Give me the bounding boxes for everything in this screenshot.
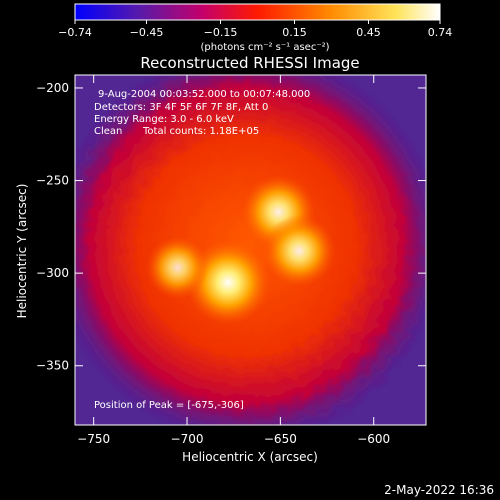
colorbar-tick-label: 0.15 xyxy=(282,26,307,39)
heatmap-layer xyxy=(75,75,426,425)
source-2 xyxy=(263,214,336,287)
y-tick-label: −300 xyxy=(36,266,69,280)
x-tick-label: −650 xyxy=(264,432,297,446)
y-tick-label: −200 xyxy=(36,81,69,95)
colorbar-tick-label: −0.74 xyxy=(58,26,92,39)
annotation-time: 9-Aug-2004 00:03:52.000 to 00:07:48.000 xyxy=(98,89,310,100)
chart-title: Reconstructed RHESSI Image xyxy=(140,54,359,72)
plot-frame xyxy=(74,74,427,426)
colorbar-ticks: −0.74 −0.45 −0.15 0.15 0.45 0.74 xyxy=(58,20,452,39)
annotation-energy: Energy Range: 3.0 - 6.0 keV xyxy=(94,114,234,125)
x-tick-label: −700 xyxy=(171,432,204,446)
y-axis-label: Heliocentric Y (arcsec) xyxy=(15,184,29,319)
axis-ticks: −750 −700 −650 −600 −200 −250 −300 −350 xyxy=(36,75,426,446)
annotation-detectors: Detectors: 3F 4F 5F 6F 7F 8F, Att 0 xyxy=(94,102,268,113)
colorbar-tick-label: −0.45 xyxy=(130,26,164,39)
annotation-method: Clean xyxy=(94,126,122,137)
sources-layer xyxy=(146,175,336,325)
annotation-peak: Position of Peak = [-675,-306] xyxy=(94,400,244,411)
colorbar-tick-label: 0.45 xyxy=(356,26,381,39)
x-tick-label: −750 xyxy=(77,432,110,446)
colorbar xyxy=(74,3,441,21)
footer-date: 2-May-2022 16:36 xyxy=(384,483,494,497)
x-axis-label: Heliocentric X (arcsec) xyxy=(182,450,318,464)
colorbar-tick-label: −0.15 xyxy=(204,26,238,39)
y-tick-label: −350 xyxy=(36,359,69,373)
colorbar-tick-label: 0.74 xyxy=(428,26,453,39)
y-tick-label: −250 xyxy=(36,174,69,188)
x-tick-label: −600 xyxy=(357,432,390,446)
colorbar-label: (photons cm⁻² s⁻¹ asec⁻²) xyxy=(200,42,329,53)
source-3 xyxy=(146,236,209,299)
annotation-counts: Total counts: 1.18E+05 xyxy=(142,126,259,137)
